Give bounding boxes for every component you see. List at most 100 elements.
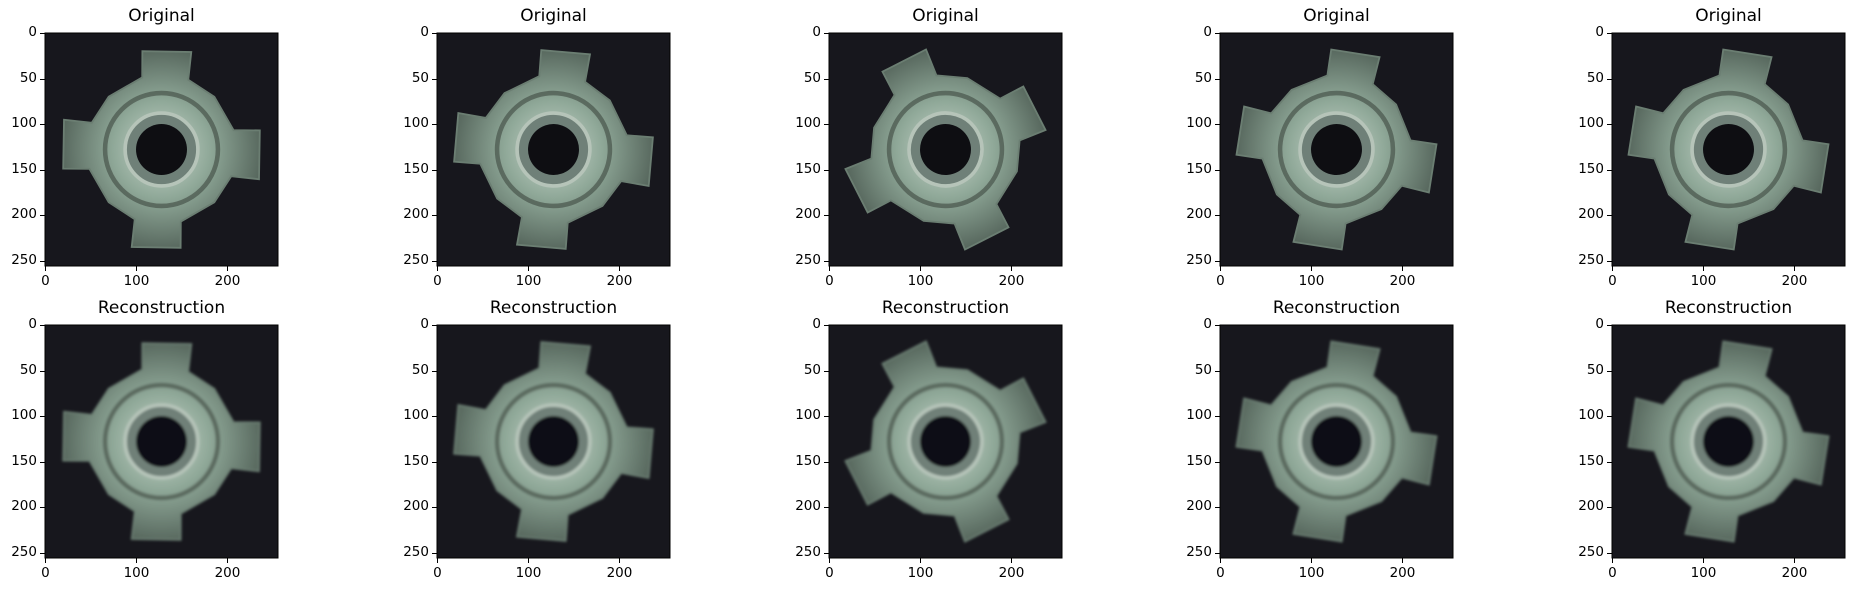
y-tick-mark	[1215, 169, 1220, 171]
y-tick-mark	[824, 325, 829, 327]
axes-frame	[44, 324, 279, 559]
nut-groove	[1669, 90, 1788, 209]
y-tick-label: 150	[11, 452, 37, 469]
reconstruction-panel-title: Reconstruction	[97, 298, 226, 318]
reconstruction-panel-title: Reconstruction	[1272, 298, 1401, 318]
x-tick-label: 0	[825, 273, 834, 289]
axes-frame	[436, 32, 671, 267]
x-tick-label: 0	[433, 565, 442, 581]
y-tick-label: 250	[403, 251, 429, 268]
metal-nut	[844, 48, 1047, 251]
x-tick-mark	[1794, 558, 1796, 563]
x-tick-label: 100	[907, 273, 934, 289]
x-tick-mark	[1311, 558, 1313, 563]
y-tick-mark	[1607, 215, 1612, 217]
y-tick-label: 250	[1186, 251, 1212, 268]
x-tick-label: 200	[998, 565, 1025, 581]
y-tick-label: 50	[803, 69, 821, 86]
x-tick-label: 100	[1690, 273, 1717, 289]
x-tick-label: 100	[515, 565, 542, 581]
y-tick-label: 200	[11, 498, 37, 515]
original-panel-title: Original	[128, 6, 195, 26]
y-tick-label: 150	[1578, 160, 1604, 177]
x-tick-mark	[437, 266, 439, 271]
y-tick-mark	[432, 552, 437, 554]
original-image-4	[1219, 32, 1454, 267]
y-tick-mark	[1215, 507, 1220, 509]
y-tick-mark	[824, 33, 829, 35]
metal-nut	[62, 342, 261, 541]
reconstruction-panel-title: Reconstruction	[881, 298, 1010, 318]
y-tick-label: 0	[420, 316, 429, 333]
nut-hole	[920, 416, 971, 467]
x-tick-label: 200	[1781, 565, 1808, 581]
y-tick-label: 250	[795, 543, 821, 560]
y-tick-mark	[1607, 552, 1612, 554]
y-tick-label: 50	[1586, 361, 1604, 378]
x-tick-label: 0	[1608, 273, 1617, 289]
y-tick-mark	[40, 507, 45, 509]
y-tick-label: 0	[1595, 24, 1604, 41]
y-tick-mark	[40, 215, 45, 217]
y-tick-label: 200	[1578, 498, 1604, 515]
y-tick-mark	[824, 215, 829, 217]
x-tick-mark	[227, 266, 229, 271]
x-tick-label: 0	[1216, 565, 1225, 581]
y-tick-label: 100	[11, 407, 37, 424]
x-tick-label: 0	[825, 565, 834, 581]
nut-groove	[886, 90, 1005, 209]
original-panel-title: Original	[912, 6, 979, 26]
y-tick-mark	[1215, 215, 1220, 217]
y-tick-label: 200	[403, 498, 429, 515]
x-tick-label: 100	[907, 565, 934, 581]
y-tick-label: 0	[420, 24, 429, 41]
x-tick-mark	[619, 266, 621, 271]
y-tick-label: 200	[1186, 498, 1212, 515]
reconstruction-panel-title: Reconstruction	[489, 298, 618, 318]
y-tick-mark	[432, 124, 437, 126]
x-tick-label: 100	[123, 273, 150, 289]
nut-groove	[886, 382, 1005, 501]
x-tick-mark	[45, 558, 47, 563]
metal-nut	[1235, 340, 1438, 543]
axes-frame	[828, 324, 1063, 559]
x-tick-label: 0	[433, 273, 442, 289]
x-tick-mark	[920, 558, 922, 563]
y-tick-label: 100	[1578, 115, 1604, 132]
x-tick-mark	[528, 266, 530, 271]
x-tick-mark	[829, 266, 831, 271]
x-tick-mark	[437, 558, 439, 563]
y-tick-label: 50	[19, 361, 37, 378]
metal-nut	[62, 50, 261, 249]
y-tick-mark	[40, 461, 45, 463]
axes-frame	[1219, 32, 1454, 267]
x-tick-label: 200	[1389, 565, 1416, 581]
y-tick-label: 0	[812, 316, 821, 333]
metal-nut	[1235, 48, 1438, 251]
y-tick-label: 0	[1595, 316, 1604, 333]
x-tick-label: 0	[41, 565, 50, 581]
y-tick-mark	[824, 169, 829, 171]
original-panel-title: Original	[1303, 6, 1370, 26]
y-tick-mark	[1215, 461, 1220, 463]
axes-frame	[828, 32, 1063, 267]
metal-nut	[1627, 48, 1830, 251]
axes-frame	[44, 32, 279, 267]
x-tick-mark	[1011, 558, 1013, 563]
nut-hole	[1311, 416, 1362, 467]
nut-hole	[1703, 124, 1754, 175]
nut-hole	[1703, 416, 1754, 467]
y-tick-mark	[1607, 325, 1612, 327]
original-panel-title: Original	[520, 6, 587, 26]
original-image-5	[1611, 32, 1846, 267]
y-tick-mark	[432, 215, 437, 217]
x-tick-mark	[1011, 266, 1013, 271]
nut-groove	[1277, 382, 1396, 501]
original-image-1	[44, 32, 279, 267]
y-tick-label: 100	[1186, 115, 1212, 132]
reconstruction-image-3	[828, 324, 1063, 559]
y-tick-mark	[1215, 370, 1220, 372]
y-tick-label: 50	[1194, 69, 1212, 86]
y-tick-mark	[40, 78, 45, 80]
x-tick-mark	[1703, 266, 1705, 271]
